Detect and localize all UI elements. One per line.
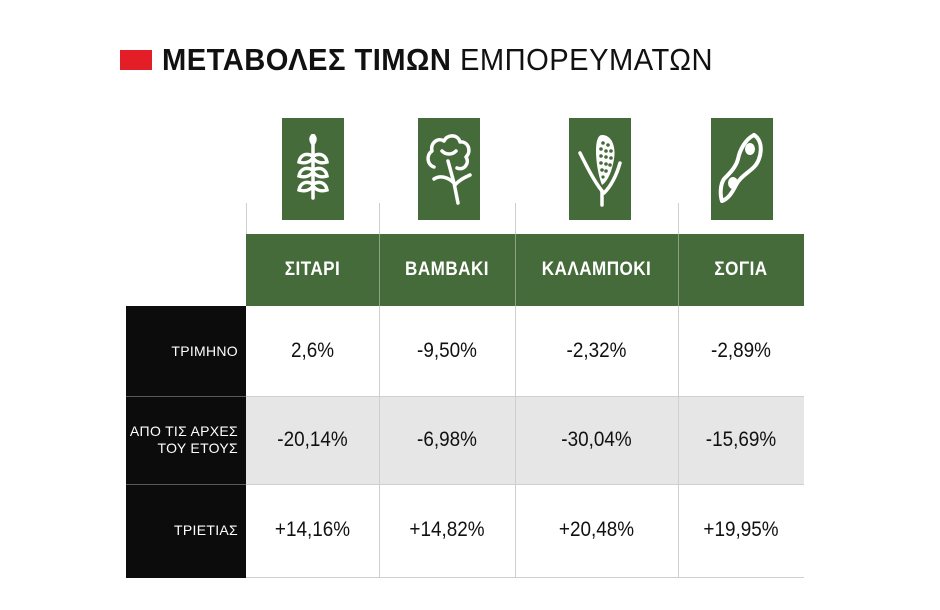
- table-cell: -2,32%: [566, 339, 627, 362]
- column-header-cotton: ΒΑΜΒΑΚΙ: [405, 259, 489, 280]
- row-divider: [246, 484, 804, 485]
- title-bold-part: ΜΕΤΑΒΟΛΕΣ ΤΙΜΩΝ: [162, 42, 452, 77]
- guide-line: [678, 203, 679, 234]
- table-cell: 2,6%: [290, 339, 335, 362]
- chart-title: ΜΕΤΑΒΟΛΕΣ ΤΙΜΩΝ ΕΜΠΟΡΕΥΜΑΤΩΝ: [120, 40, 748, 80]
- row-label-three-year: ΤΡΙΕΤΙΑΣ: [126, 484, 238, 577]
- title-text: ΜΕΤΑΒΟΛΕΣ ΤΙΜΩΝ ΕΜΠΟΡΕΥΜΑΤΩΝ: [162, 42, 713, 78]
- title-accent-square: [120, 50, 152, 70]
- row-label-text: ΤΟΥ ΕΤΟΥΣ: [157, 440, 238, 456]
- table-cell: +14,82%: [409, 518, 485, 541]
- column-divider: [515, 234, 516, 306]
- row-label-quarter: ΤΡΙΜΗΝΟ: [126, 306, 238, 396]
- column-divider: [678, 234, 679, 306]
- alt-row-background: [246, 396, 804, 484]
- table-cell: -2,89%: [711, 339, 771, 362]
- guide-line: [246, 203, 247, 234]
- row-divider: [246, 396, 804, 397]
- guide-line: [515, 203, 516, 234]
- column-divider: [379, 306, 380, 578]
- table-cell: -15,69%: [705, 428, 777, 451]
- soybean-icon: [711, 118, 773, 220]
- table-cell: +19,95%: [703, 518, 779, 541]
- table-cell: +20,48%: [558, 518, 635, 541]
- row-divider: [126, 396, 246, 397]
- column-header-band: [246, 234, 804, 306]
- table-cell: +14,16%: [274, 518, 351, 541]
- row-label-text: ΤΡΙΕΤΙΑΣ: [174, 522, 238, 538]
- row-label-text: ΤΡΙΜΗΝΟ: [171, 342, 238, 359]
- corn-icon: [569, 118, 631, 220]
- table-cell: -9,50%: [417, 339, 477, 362]
- row-label-column: [126, 306, 246, 578]
- column-header-soy: ΣΟΓΙΑ: [714, 259, 768, 280]
- table-cell: -6,98%: [417, 428, 477, 451]
- row-divider: [126, 484, 246, 485]
- table-cell: -20,14%: [277, 428, 348, 451]
- column-header-wheat: ΣΙΤΑΡΙ: [284, 259, 341, 280]
- cotton-icon: [418, 118, 480, 220]
- row-label-text: ΑΠΟ ΤΙΣ ΑΡΧΕΣ: [129, 423, 238, 439]
- table-cell: -30,04%: [561, 428, 632, 451]
- column-divider: [515, 306, 516, 578]
- column-divider: [678, 306, 679, 578]
- table-bottom-line: [246, 577, 804, 578]
- title-light-part: ΕΜΠΟΡΕΥΜΑΤΩΝ: [459, 42, 714, 77]
- column-divider: [379, 234, 380, 306]
- column-header-corn: ΚΑΛΑΜΠΟΚΙ: [541, 259, 652, 280]
- row-label-ytd: ΑΠΟ ΤΙΣ ΑΡΧΕΣ ΤΟΥ ΕΤΟΥΣ: [126, 396, 238, 484]
- wheat-icon: [282, 118, 344, 220]
- guide-line: [379, 203, 380, 234]
